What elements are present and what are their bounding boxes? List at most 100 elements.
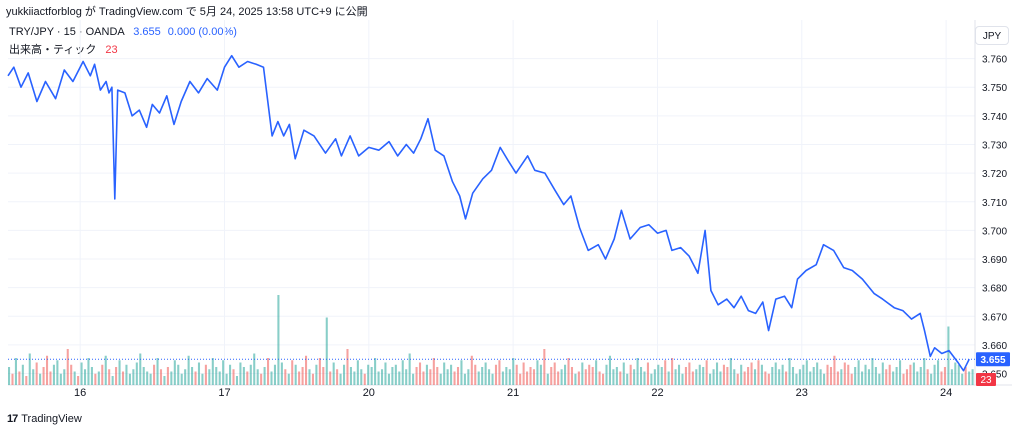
- volume-bar: [363, 373, 366, 385]
- volume-bar: [80, 362, 83, 385]
- volume-bar: [539, 364, 542, 385]
- volume-bar: [919, 367, 922, 385]
- volume-bar: [481, 367, 484, 385]
- volume-bar: [916, 371, 919, 385]
- volume-bar: [819, 369, 822, 385]
- volume-bar: [429, 369, 432, 385]
- volume-bar: [750, 362, 753, 385]
- price-chart[interactable]: 3.760 3.750 3.740 3.730 3.720 3.710 3.700 3.690…: [0, 0, 1024, 408]
- y-tick-label: 3.690: [982, 255, 1007, 266]
- y-tick-label: 3.740: [982, 112, 1007, 123]
- volume-bar: [83, 369, 87, 385]
- volume-bar: [809, 371, 812, 385]
- volume-bar: [508, 369, 511, 385]
- volume-bar: [287, 373, 290, 385]
- volume-bar: [629, 364, 632, 385]
- volume-bar: [722, 364, 725, 385]
- volume-bar: [494, 364, 498, 385]
- volume-bar: [677, 364, 681, 385]
- volume-bar: [125, 364, 128, 385]
- last-price-tag: [976, 352, 1010, 367]
- volume-bar: [467, 369, 470, 385]
- volume-bar: [346, 349, 349, 385]
- y-tick-label: 3.710: [982, 198, 1007, 209]
- volume-bar: [132, 369, 135, 385]
- x-tick-label: 22: [651, 387, 663, 399]
- volume-bar: [778, 369, 781, 385]
- volume-bar: [450, 364, 453, 385]
- volume-bar: [805, 360, 808, 385]
- x-tick-label: 16: [74, 387, 86, 399]
- symbol-legend[interactable]: TRY/JPY · 15 · OANDA 3.655 0.000 (0.00%): [9, 26, 237, 38]
- volume-bar: [878, 373, 881, 385]
- volume-bar: [142, 367, 145, 385]
- volume-bar: [840, 369, 843, 385]
- y-tick-label: 3.660: [982, 341, 1007, 352]
- volume-bar: [608, 355, 611, 385]
- volume-bar: [674, 369, 677, 385]
- volume-bar: [380, 369, 384, 385]
- volume-bar: [25, 376, 28, 385]
- volume-bar: [902, 373, 905, 385]
- volume-bar: [253, 353, 256, 385]
- volume-bar: [753, 369, 757, 385]
- volume-bar: [892, 371, 895, 385]
- volume-bar: [412, 373, 415, 385]
- volume-legend[interactable]: 出来高・ティック 23: [9, 41, 118, 57]
- volume-bar: [460, 360, 463, 385]
- volume-bar: [184, 369, 187, 385]
- volume-bar: [712, 369, 715, 385]
- volume-bar: [11, 373, 14, 385]
- volume-bar: [73, 371, 76, 385]
- volume-bar: [667, 371, 670, 385]
- volume-bar: [636, 358, 639, 385]
- volume-bar: [660, 367, 663, 385]
- volume-bar: [477, 371, 480, 385]
- volume-bar: [70, 364, 73, 385]
- volume-bar: [215, 367, 218, 385]
- legend-change: 0.000 (0.00%): [167, 26, 237, 38]
- volume-label: 出来高・ティック: [9, 44, 97, 56]
- volume-bar: [874, 367, 877, 385]
- volume-bar: [640, 367, 643, 385]
- volume-bar: [968, 371, 971, 385]
- volume-bar: [391, 367, 394, 385]
- volume-bar: [280, 362, 283, 385]
- y-tick-label: 3.720: [982, 169, 1007, 180]
- volume-bar: [35, 362, 38, 385]
- volume-bar: [246, 371, 249, 385]
- volume-bar: [619, 371, 622, 385]
- volume-bar: [740, 364, 743, 385]
- volume-bar: [715, 362, 719, 385]
- volume-bar: [153, 364, 156, 385]
- volume-bar: [453, 371, 456, 385]
- volume-bar: [329, 371, 332, 385]
- volume-bar: [826, 364, 829, 385]
- volume-bar: [121, 371, 125, 385]
- volume-bar: [325, 317, 328, 385]
- volume-bar: [795, 373, 798, 385]
- volume-bar: [526, 371, 529, 385]
- volume-bar: [702, 367, 705, 385]
- volume-bar: [553, 362, 556, 385]
- volume-bar: [291, 360, 294, 385]
- volume-bar: [284, 369, 287, 385]
- y-tick-label: 3.750: [982, 83, 1007, 94]
- volume-bar: [937, 360, 940, 385]
- volume-bar: [370, 367, 373, 385]
- volume-bar: [529, 367, 532, 385]
- volume-bar: [332, 362, 335, 385]
- volume-bar: [408, 353, 411, 385]
- volume-bar: [401, 360, 404, 385]
- volume-bar: [360, 369, 363, 385]
- volume-bar: [446, 369, 449, 385]
- volume-bar: [222, 360, 225, 385]
- volume-bar: [933, 364, 936, 385]
- publish-info: yukkiiactforblog が TradingView.com で 5月 …: [6, 6, 368, 18]
- volume-bar: [349, 367, 352, 385]
- volume-bar: [546, 373, 549, 385]
- volume-bar: [166, 367, 169, 385]
- volume-bar: [943, 367, 946, 385]
- volume-bar: [747, 367, 750, 385]
- volume-bar: [170, 371, 173, 385]
